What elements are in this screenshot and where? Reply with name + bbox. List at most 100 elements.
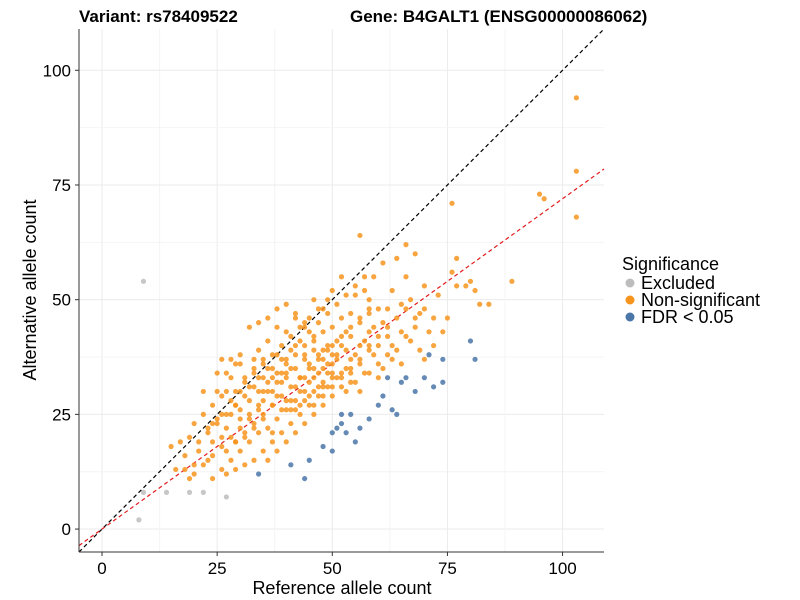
point-non-significant	[191, 462, 197, 468]
point-non-significant	[320, 306, 326, 312]
point-non-significant	[329, 352, 335, 358]
point-non-significant	[269, 375, 276, 381]
point-non-significant	[315, 370, 322, 376]
point-non-significant	[329, 370, 335, 376]
point-non-significant	[375, 342, 381, 349]
point-non-significant	[431, 342, 437, 349]
point-non-significant	[352, 379, 358, 385]
point-non-significant	[274, 306, 280, 312]
point-non-significant	[237, 352, 243, 358]
point-non-significant	[260, 375, 266, 381]
point-non-significant	[269, 365, 276, 372]
point-non-significant	[375, 306, 381, 312]
point-non-significant	[251, 384, 257, 390]
point-non-significant	[265, 365, 271, 372]
point-non-significant	[536, 191, 543, 197]
point-non-significant	[338, 333, 345, 339]
point-non-significant	[338, 375, 345, 381]
point-non-significant	[329, 287, 335, 294]
point-fdr-0-05	[306, 457, 312, 463]
point-non-significant	[394, 315, 400, 321]
point-non-significant	[279, 407, 285, 413]
point-non-significant	[186, 434, 193, 440]
point-non-significant	[246, 384, 252, 390]
point-fdr-0-05	[256, 471, 262, 477]
point-non-significant	[334, 352, 340, 358]
point-non-significant	[173, 466, 179, 473]
point-non-significant	[205, 430, 211, 436]
point-non-significant	[403, 274, 409, 280]
point-non-significant	[348, 310, 354, 317]
point-non-significant	[348, 365, 354, 372]
point-non-significant	[200, 462, 206, 468]
point-non-significant	[421, 283, 427, 289]
point-non-significant	[509, 278, 515, 284]
point-non-significant	[260, 411, 266, 417]
point-non-significant	[297, 402, 303, 408]
point-non-significant	[246, 411, 252, 417]
point-non-significant	[223, 411, 229, 417]
point-non-significant	[182, 466, 188, 473]
point-non-significant	[348, 333, 354, 339]
point-non-significant	[297, 411, 303, 417]
point-fdr-0-05	[338, 420, 345, 427]
point-non-significant	[306, 379, 312, 385]
point-non-significant	[444, 315, 451, 321]
point-non-significant	[306, 365, 312, 372]
point-non-significant	[251, 365, 257, 372]
point-non-significant	[283, 375, 289, 381]
point-non-significant	[348, 356, 354, 362]
point-non-significant	[279, 370, 285, 376]
point-non-significant	[315, 320, 322, 326]
point-non-significant	[214, 370, 220, 376]
point-non-significant	[237, 361, 243, 367]
point-non-significant	[352, 283, 358, 289]
point-non-significant	[357, 320, 363, 326]
point-non-significant	[251, 356, 257, 362]
point-non-significant	[384, 352, 391, 358]
point-non-significant	[315, 393, 322, 399]
point-fdr-0-05	[352, 439, 358, 445]
point-non-significant	[182, 453, 188, 459]
point-non-significant	[338, 370, 345, 376]
point-non-significant	[274, 352, 280, 358]
point-non-significant	[398, 329, 404, 335]
point-non-significant	[380, 365, 386, 372]
point-non-significant	[302, 320, 308, 326]
y-tick-label: 100	[43, 61, 71, 80]
point-non-significant	[311, 402, 317, 408]
point-non-significant	[219, 434, 225, 440]
point-non-significant	[384, 324, 391, 330]
point-fdr-0-05	[440, 379, 446, 385]
point-non-significant	[260, 388, 266, 395]
point-non-significant	[343, 365, 349, 372]
point-non-significant	[407, 297, 414, 303]
point-non-significant	[426, 329, 432, 335]
point-fdr-0-05	[302, 475, 308, 482]
point-non-significant	[302, 324, 308, 330]
point-non-significant	[449, 269, 455, 275]
point-non-significant	[311, 375, 317, 381]
point-non-significant	[366, 329, 372, 335]
point-non-significant	[283, 356, 289, 362]
point-non-significant	[573, 214, 579, 220]
point-non-significant	[311, 333, 317, 339]
point-non-significant	[398, 361, 404, 367]
point-fdr-0-05	[329, 430, 335, 436]
point-non-significant	[228, 411, 234, 417]
point-non-significant	[315, 352, 322, 358]
point-non-significant	[302, 420, 308, 427]
point-non-significant	[329, 375, 335, 381]
point-non-significant	[200, 388, 206, 395]
point-non-significant	[223, 425, 229, 431]
point-non-significant	[274, 416, 280, 422]
point-non-significant	[177, 439, 183, 445]
x-tick-label: 50	[323, 559, 342, 578]
point-non-significant	[366, 297, 372, 303]
x-tick-label: 0	[97, 559, 106, 578]
point-non-significant	[256, 388, 262, 395]
point-fdr-0-05	[334, 425, 340, 431]
point-non-significant	[265, 425, 271, 431]
point-non-significant	[325, 347, 331, 353]
x-tick-label: 100	[548, 559, 576, 578]
